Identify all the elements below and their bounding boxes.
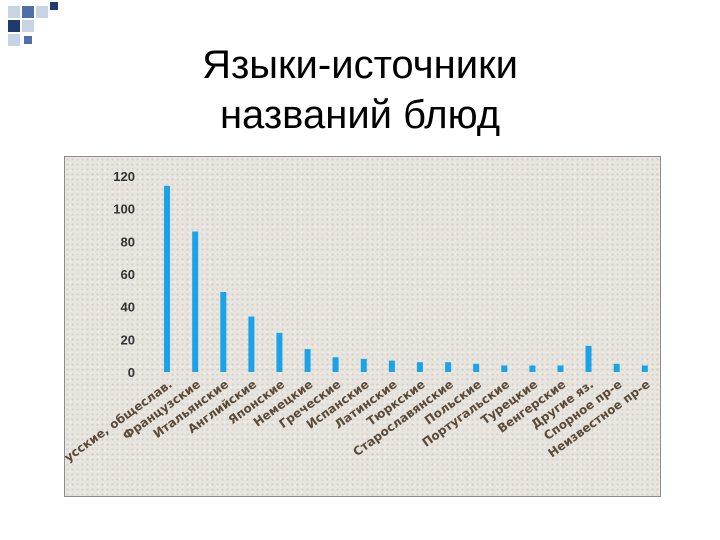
decorative-squares	[8, 2, 58, 46]
bar	[585, 345, 592, 372]
bar	[388, 360, 395, 372]
bar	[473, 363, 480, 372]
bar	[501, 365, 508, 372]
bar	[529, 365, 536, 372]
bar	[557, 365, 564, 372]
bar	[445, 362, 452, 372]
y-tick-label: 60	[121, 267, 135, 282]
chart-frame: 0 20 40 60 80 100 120 Русские, общеслав. Француз…	[64, 156, 661, 497]
y-tick-label: 20	[121, 332, 135, 347]
bar	[192, 231, 199, 372]
bar	[304, 349, 311, 372]
y-tick-label: 80	[121, 234, 135, 249]
bar	[360, 358, 367, 372]
bar	[641, 365, 648, 372]
bar	[332, 357, 339, 372]
slide-title-line-2: названий блюд	[219, 93, 501, 137]
y-tick-label: 40	[121, 300, 135, 315]
bar	[613, 363, 620, 372]
y-tick-label: 100	[113, 202, 135, 217]
slide-title-line-1: Языки-источники	[202, 43, 518, 87]
bar	[248, 316, 255, 372]
y-tick-label: 120	[113, 169, 135, 184]
bar	[276, 332, 283, 372]
y-tick-label: 0	[128, 365, 135, 380]
bar	[416, 362, 423, 372]
bar	[164, 185, 170, 372]
slide-title: Языки-источники названий блюд	[120, 40, 600, 140]
bar	[220, 292, 227, 372]
